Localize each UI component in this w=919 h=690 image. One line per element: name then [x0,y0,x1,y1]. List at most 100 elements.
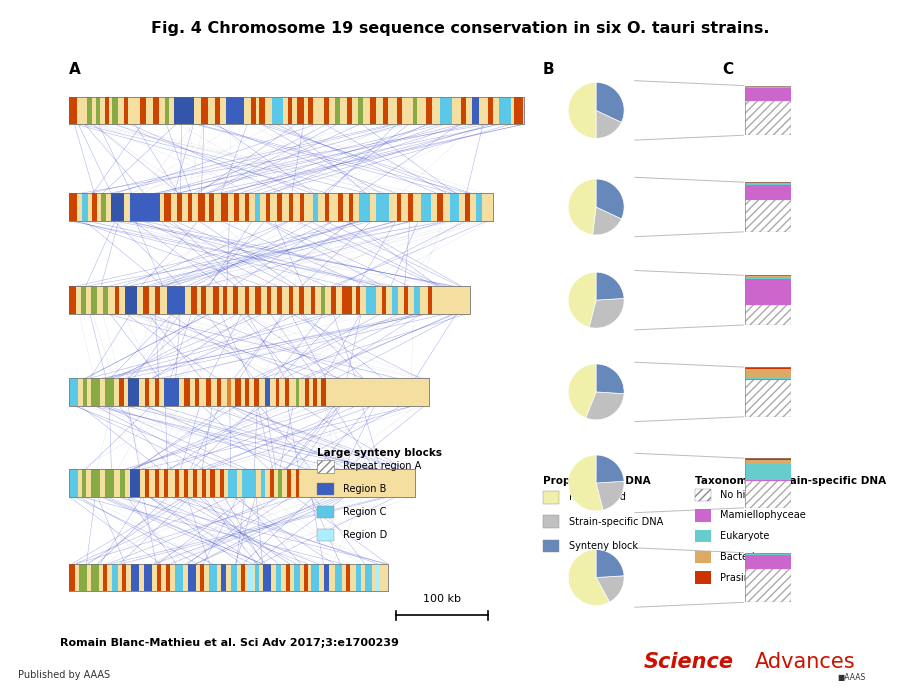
Text: Fig. 4 Chromosome 19 sequence conservation in six O. tauri strains.: Fig. 4 Chromosome 19 sequence conservati… [151,21,768,37]
Bar [69,193,76,221]
Bar [87,97,92,124]
Bar [375,564,380,591]
Bar [69,564,387,591]
Bar [154,378,159,406]
Bar [744,480,790,508]
Bar [286,564,289,591]
Text: Published by AAAS: Published by AAAS [18,670,110,680]
Bar [317,483,334,495]
Bar [175,564,183,591]
Bar [744,553,790,555]
Bar [69,378,428,406]
Bar [323,97,329,124]
Bar [96,97,100,124]
Bar [153,97,159,124]
Bar [312,378,316,406]
Bar [228,469,236,497]
Bar [299,286,304,314]
Bar [241,564,244,591]
Bar [542,540,559,552]
Bar [744,377,790,379]
Wedge shape [568,455,603,511]
Bar [78,564,86,591]
Bar [744,458,790,460]
Bar [176,193,182,221]
Text: Eukaryote: Eukaryote [720,531,769,541]
Bar [255,564,259,591]
Bar [285,378,289,406]
Bar [174,97,194,124]
Bar [244,193,249,221]
Wedge shape [596,179,623,219]
Bar [744,185,790,200]
Bar [69,564,387,591]
Bar [276,378,279,406]
Bar [296,97,303,124]
Wedge shape [596,110,621,139]
Bar [91,286,96,314]
Bar [69,97,77,124]
Bar [267,286,271,314]
Bar [206,378,210,406]
Bar [694,489,710,501]
Bar [346,564,350,591]
Bar [167,286,185,314]
Bar [356,564,360,591]
Wedge shape [596,82,623,122]
Bar [744,88,790,101]
Bar [143,286,149,314]
Bar [413,97,417,124]
Bar [295,469,299,497]
Bar [744,101,790,135]
Bar [112,97,118,124]
Bar [475,193,482,221]
Wedge shape [585,392,623,420]
Bar [744,460,790,464]
Bar [184,378,189,406]
Bar [200,564,204,591]
Bar [105,378,114,406]
Bar [317,506,334,518]
Text: ■AAAS: ■AAAS [836,673,865,682]
Bar [255,193,260,221]
Bar [251,97,255,124]
Text: Romain Blanc-Mathieu et al. Sci Adv 2017;3:e1700239: Romain Blanc-Mathieu et al. Sci Adv 2017… [60,638,398,648]
Bar [144,378,149,406]
Bar [145,469,149,497]
Bar [233,286,238,314]
Text: Taxonomy of strain-specific DNA: Taxonomy of strain-specific DNA [694,476,885,486]
Bar [209,193,213,221]
Bar [278,286,282,314]
Bar [499,97,510,124]
Bar [164,469,168,497]
Text: Repeat region A: Repeat region A [343,462,421,471]
Bar [317,460,334,473]
Bar [744,279,790,305]
Bar [744,379,790,380]
Bar [221,193,228,221]
Bar [92,193,96,221]
Bar [69,378,428,406]
Bar [223,286,227,314]
Bar [337,193,343,221]
Bar [426,97,432,124]
Bar [346,97,352,124]
Bar [123,97,128,124]
Bar [414,286,420,314]
Bar [221,564,226,591]
Bar [165,97,169,124]
Bar [184,469,187,497]
Bar [69,286,470,314]
Bar [376,193,389,221]
Text: Strain-specific DNA: Strain-specific DNA [568,517,662,526]
Bar [140,97,146,124]
Text: No hit: No hit [720,490,749,500]
Bar [201,97,208,124]
Text: A: A [69,61,81,77]
Bar [439,97,451,124]
Bar [210,469,215,497]
Bar [226,378,231,406]
Bar [248,564,253,591]
Bar [397,193,401,221]
Bar [311,564,319,591]
